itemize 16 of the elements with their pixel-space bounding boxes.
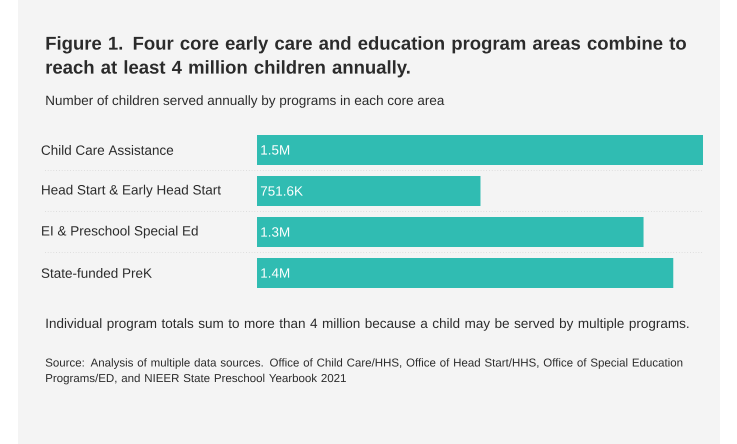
chart-subtitle: Number of children served annually by programs in each core area — [46, 95, 444, 108]
bar — [257, 176, 480, 206]
bar — [257, 134, 704, 165]
data-label: 1.4M — [261, 268, 290, 278]
y-tick-label: EI & Preschool Special Ed — [42, 226, 198, 238]
y-tick-label: State-funded PreK — [42, 268, 152, 278]
bar — [257, 216, 644, 247]
y-tick-label: Head Start & Early Head Start — [42, 184, 221, 198]
y-tick-label: Child Care Assistance — [42, 145, 174, 155]
chart-title: Figure 1. Four core early care and education program areas combine to reach at least 4 million children annually. — [46, 36, 686, 78]
source-note: Source: Analysis of multiple data sources. Office of Child Care/HHS, Office of Head Start/HHS, Office of Special Education Programs/ED, and NIEER State Preschool Yearbook 2021 — [46, 358, 682, 384]
data-label: 1.5M — [261, 145, 290, 155]
bar — [257, 258, 674, 288]
data-label: 751.6K — [260, 186, 303, 196]
data-label: 1.3M — [261, 227, 290, 237]
text: Individual program totals sum to more than 4 million because a child may be served by multiple programs. — [46, 318, 688, 331]
